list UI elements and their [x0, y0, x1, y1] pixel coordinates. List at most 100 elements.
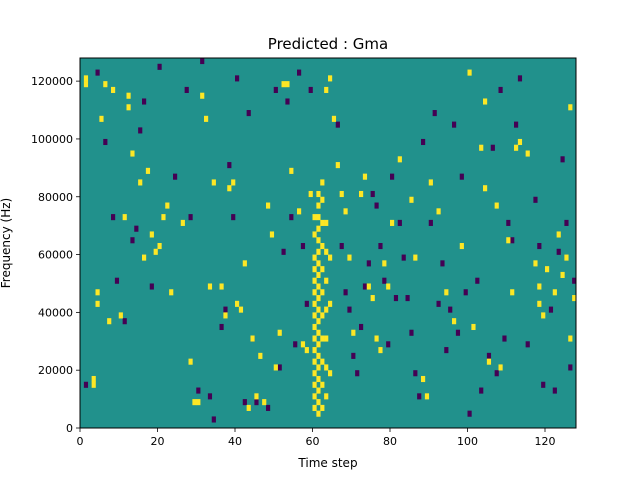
heatmap-cell-high: [312, 323, 317, 331]
heatmap-cell-high: [324, 219, 329, 226]
heatmap-cell-high: [312, 214, 317, 221]
heatmap-cell-low: [494, 370, 499, 377]
heatmap-cell-high: [320, 312, 325, 319]
heatmap-cell-high: [483, 185, 488, 192]
heatmap-cell-high: [316, 306, 321, 313]
heatmap-cell-high: [138, 179, 143, 186]
heatmap-cell-high: [331, 115, 337, 122]
heatmap-cell-low: [235, 75, 240, 82]
heatmap-cell-low: [134, 225, 139, 232]
heatmap-cell-low: [556, 248, 561, 255]
heatmap-cell-high: [320, 266, 325, 273]
chart-title: Predicted : Gma: [268, 35, 388, 53]
heatmap-cell-high: [223, 312, 228, 319]
heatmap-cell-high: [312, 393, 317, 400]
heatmap-cell-high: [316, 225, 321, 232]
heatmap-cell-low: [428, 219, 433, 226]
heatmap-cell-low: [300, 243, 306, 250]
heatmap-cell-low: [448, 306, 453, 313]
heatmap-cell-high: [320, 358, 325, 365]
heatmap-cell-high: [83, 75, 89, 82]
heatmap-cell-low: [266, 404, 271, 411]
heatmap-cell-high: [390, 219, 395, 226]
heatmap-cell-high: [533, 260, 538, 267]
heatmap-cell-high: [312, 254, 317, 261]
heatmap-cell-low: [223, 306, 228, 313]
y-tick-label: 100000: [31, 133, 73, 146]
heatmap-cell-low: [211, 416, 216, 423]
y-tick-label: 60000: [38, 249, 73, 262]
heatmap-cell-high: [312, 404, 317, 411]
heatmap-cell-low: [459, 173, 464, 180]
heatmap-cell-low: [541, 381, 546, 388]
heatmap-cell-high: [219, 283, 224, 290]
heatmap-cell-high: [378, 347, 383, 354]
heatmap-cell-high: [316, 375, 321, 383]
heatmap-cell-high: [370, 295, 375, 302]
heatmap-cell-high: [95, 300, 100, 307]
plot-area: [79, 57, 577, 429]
heatmap-cell-high: [188, 358, 193, 365]
heatmap-cell-high: [95, 289, 100, 296]
heatmap-cell-high: [122, 214, 127, 221]
heatmap-cell-low: [347, 306, 352, 313]
heatmap-cell-high: [316, 271, 321, 278]
heatmap-cell-high: [204, 115, 209, 122]
heatmap-cell-high: [304, 347, 309, 354]
heatmap-cell-high: [149, 231, 154, 238]
heatmap-cell-high: [320, 243, 325, 250]
heatmap-cell-high: [324, 364, 329, 371]
heatmap-cell-high: [506, 237, 511, 244]
x-axis: 0 20 40 60 80 100 120: [77, 428, 556, 448]
heatmap-cell-high: [328, 370, 333, 377]
heatmap-cell-high: [161, 214, 166, 221]
heatmap-cell-low: [517, 75, 523, 82]
heatmap-cell-low: [413, 370, 418, 377]
heatmap-cell-high: [277, 329, 282, 336]
heatmap-cell-high: [111, 86, 116, 93]
heatmap-cell-low: [308, 86, 313, 93]
x-tick-label: 80: [383, 435, 397, 448]
heatmap-cell-high: [83, 81, 89, 88]
heatmap-cell-high: [560, 271, 565, 278]
heatmap-cell-high: [316, 248, 321, 255]
heatmap-cell-high: [227, 185, 232, 192]
heatmap-cell-low: [200, 58, 205, 65]
heatmap-cell-high: [397, 156, 402, 163]
heatmap-cell-high: [486, 358, 492, 365]
heatmap-cell-high: [126, 92, 131, 99]
heatmap-cell-low: [359, 323, 364, 331]
x-tick-label: 120: [535, 435, 556, 448]
heatmap-cell-low: [130, 237, 135, 244]
heatmap-cell-low: [207, 393, 213, 400]
heatmap-cell-high: [231, 179, 236, 186]
heatmap-cell-high: [498, 364, 503, 371]
heatmap-cell-low: [184, 86, 189, 93]
heatmap-cell-high: [374, 335, 379, 342]
heatmap-cell-high: [312, 370, 317, 377]
heatmap-cell-low: [444, 347, 449, 354]
heatmap-cell-high: [312, 312, 317, 319]
heatmap-cell-low: [219, 323, 224, 331]
heatmap-cell-high: [196, 399, 201, 406]
heatmap-cell-high: [289, 167, 294, 174]
heatmap-cell-high: [242, 260, 247, 267]
heatmap-cell-low: [374, 202, 379, 209]
heatmap-cell-high: [246, 404, 251, 411]
heatmap-cell-low: [548, 306, 554, 313]
heatmap-cell-high: [192, 399, 197, 406]
heatmap-cell-high: [312, 300, 317, 307]
heatmap-cell-low: [455, 329, 461, 336]
y-tick-label: 0: [66, 422, 73, 435]
y-tick-label: 120000: [31, 75, 73, 88]
heatmap-cell-high: [130, 150, 135, 157]
heatmap-cell-low: [510, 237, 515, 244]
heatmap-cell-high: [359, 190, 364, 198]
heatmap-cell-low: [393, 295, 399, 302]
heatmap-cell-high: [211, 179, 216, 186]
heatmap-cell-low: [506, 219, 511, 226]
heatmap-cell-high: [312, 289, 317, 296]
heatmap-cell-high: [169, 289, 174, 296]
heatmap-cell-high: [312, 266, 317, 273]
heatmap-cell-high: [312, 347, 317, 354]
